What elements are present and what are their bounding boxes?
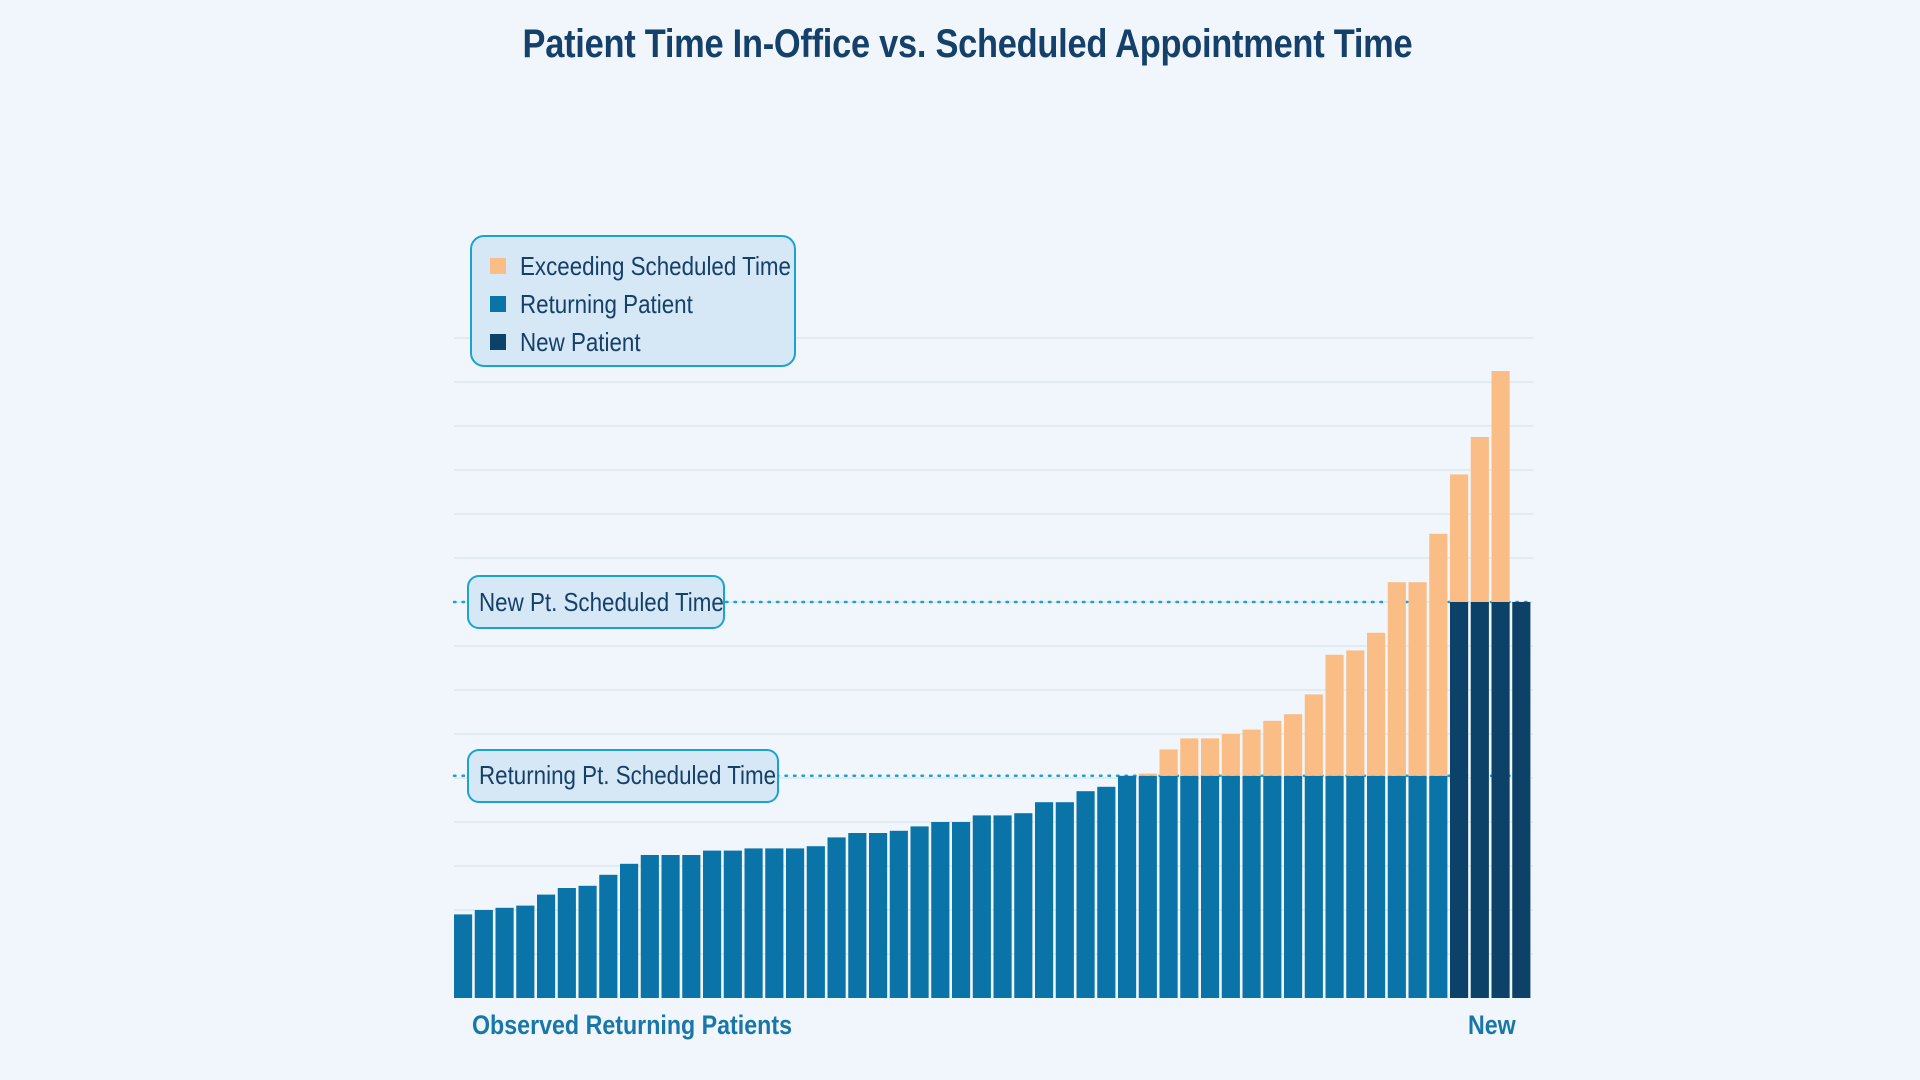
bar-returning: [620, 863, 639, 998]
bar-returning: [1118, 775, 1137, 998]
bar-returning: [848, 833, 867, 998]
bar-returning: [661, 855, 680, 998]
bar-returning: [1408, 775, 1427, 998]
bar-returning: [557, 888, 576, 998]
bar-exceeding: [1387, 582, 1406, 776]
bar-returning: [723, 850, 742, 998]
bar-returning: [1304, 775, 1323, 998]
bar-returning: [1263, 775, 1282, 998]
bar-returning: [889, 830, 908, 998]
bar-exceeding: [1304, 694, 1323, 776]
bar-returning: [1201, 775, 1220, 998]
legend-swatch-exceeding: [490, 258, 506, 274]
bar-returning: [1284, 775, 1303, 998]
bar-returning: [993, 815, 1012, 998]
legend: Exceeding Scheduled Time Returning Patie…: [470, 235, 796, 367]
bar-exceeding: [1180, 738, 1199, 776]
legend-label-exceeding: Exceeding Scheduled Time: [520, 250, 791, 281]
bar-exceeding: [1367, 632, 1386, 776]
bar-returning: [1387, 775, 1406, 998]
bar-returning: [1138, 775, 1157, 998]
x-group-label-new: New: [1468, 1010, 1516, 1040]
bar-returning: [1367, 775, 1386, 998]
bar-returning: [495, 907, 514, 998]
bar-returning: [1159, 775, 1178, 998]
bar-exceeding: [1325, 654, 1344, 776]
x-group-label-returning: Observed Returning Patients: [472, 1010, 793, 1040]
new-pt-scheduled-time-label: New Pt. Scheduled Time: [467, 575, 725, 629]
legend-item-returning: Returning Patient: [490, 285, 794, 323]
bar-returning: [1180, 775, 1199, 998]
bar-returning: [1055, 802, 1074, 998]
bar-returning: [599, 874, 618, 998]
bar-exceeding: [1263, 720, 1282, 776]
bar-returning: [1242, 775, 1261, 998]
bar-returning: [952, 822, 971, 998]
bar-returning: [744, 848, 763, 998]
bar-exceeding: [1159, 749, 1178, 776]
bar-returning: [1221, 775, 1240, 998]
bar-returning: [827, 837, 846, 998]
bar-exceeding: [1491, 371, 1510, 602]
bar-exceeding: [1221, 734, 1240, 776]
bar-returning: [869, 833, 888, 998]
bar-new-patient: [1470, 602, 1489, 998]
bar-returning: [1325, 775, 1344, 998]
new-pt-scheduled-time-text: New Pt. Scheduled Time: [479, 586, 724, 617]
legend-label-returning: Returning Patient: [520, 288, 693, 319]
bar-returning: [454, 914, 473, 998]
legend-label-new: New Patient: [520, 326, 641, 357]
bar-returning: [682, 855, 701, 998]
bar-returning: [1035, 802, 1054, 998]
bar-returning: [765, 848, 784, 998]
bar-returning: [578, 885, 597, 998]
chart-title: Patient Time In-Office vs. Scheduled App…: [522, 22, 1413, 66]
bar-returning: [1346, 775, 1365, 998]
bar-exceeding: [1138, 773, 1157, 776]
bar-returning: [474, 910, 493, 998]
bar-exceeding: [1470, 437, 1489, 602]
returning-pt-scheduled-time-text: Returning Pt. Scheduled Time: [479, 760, 777, 791]
bar-exceeding: [1201, 738, 1220, 776]
bar-returning: [1014, 813, 1033, 998]
bar-returning: [1097, 786, 1116, 998]
bar-returning: [910, 826, 929, 998]
legend-swatch-returning: [490, 296, 506, 312]
bar-exceeding: [1408, 582, 1427, 776]
bar-returning: [640, 855, 659, 998]
legend-swatch-new: [490, 334, 506, 350]
bar-returning: [516, 905, 535, 998]
bar-new-patient: [1450, 602, 1469, 998]
bar-returning: [1429, 775, 1448, 998]
returning-pt-scheduled-time-label: Returning Pt. Scheduled Time: [467, 748, 779, 803]
bar-returning: [972, 815, 991, 998]
bar-returning: [703, 850, 722, 998]
bar-returning: [786, 848, 805, 998]
bar-exceeding: [1346, 650, 1365, 776]
bar-exceeding: [1429, 533, 1448, 776]
bar-returning: [537, 894, 556, 998]
legend-item-exceeding: Exceeding Scheduled Time: [490, 247, 794, 285]
legend-item-new: New Patient: [490, 323, 794, 361]
bar-exceeding: [1450, 474, 1469, 602]
bar-exceeding: [1242, 729, 1261, 776]
bar-new-patient: [1491, 602, 1510, 998]
bars: [454, 371, 1531, 998]
bar-returning: [931, 822, 950, 998]
bar-returning: [806, 846, 825, 998]
bar-new-patient: [1512, 602, 1531, 998]
bar-exceeding: [1284, 714, 1303, 776]
bar-returning: [1076, 791, 1095, 998]
